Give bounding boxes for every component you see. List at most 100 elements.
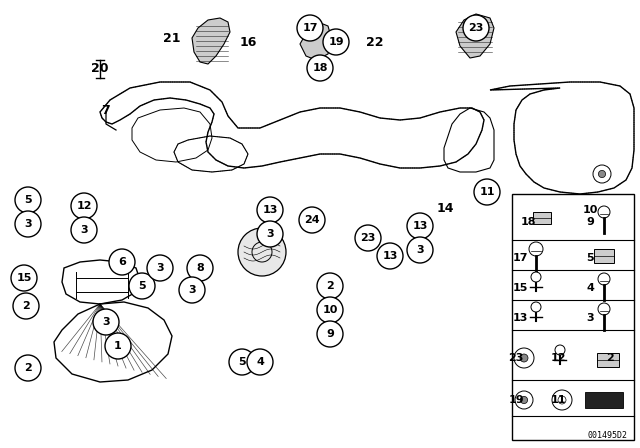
Text: 3: 3 [416, 245, 424, 255]
Circle shape [299, 207, 325, 233]
Text: 8: 8 [196, 263, 204, 273]
Circle shape [147, 255, 173, 281]
Text: 19: 19 [328, 37, 344, 47]
Text: 2: 2 [22, 301, 30, 311]
Circle shape [105, 333, 131, 359]
Text: 2: 2 [24, 363, 32, 373]
Bar [512, 194, 634, 440]
Text: 6: 6 [118, 257, 126, 267]
Text: 18: 18 [520, 217, 536, 227]
Text: 5: 5 [138, 281, 146, 291]
Text: 9: 9 [326, 329, 334, 339]
Circle shape [593, 165, 611, 183]
Circle shape [317, 297, 343, 323]
Text: 5: 5 [238, 357, 246, 367]
Circle shape [598, 206, 610, 218]
Text: 12: 12 [76, 201, 92, 211]
Text: 13: 13 [262, 205, 278, 215]
Text: 10: 10 [323, 305, 338, 315]
Text: 17: 17 [512, 253, 528, 263]
Circle shape [555, 345, 565, 355]
Circle shape [520, 354, 528, 362]
Circle shape [377, 243, 403, 269]
Text: 2: 2 [326, 281, 334, 291]
Text: 3: 3 [156, 263, 164, 273]
Text: 14: 14 [436, 202, 454, 215]
Text: 23: 23 [360, 233, 376, 243]
Circle shape [238, 228, 286, 276]
Text: 3: 3 [80, 225, 88, 235]
Circle shape [71, 193, 97, 219]
Text: 13: 13 [512, 313, 528, 323]
Text: 13: 13 [382, 251, 397, 261]
Circle shape [323, 29, 349, 55]
Text: 19: 19 [508, 395, 524, 405]
Text: 10: 10 [582, 205, 598, 215]
Circle shape [552, 390, 572, 410]
Text: 24: 24 [304, 215, 320, 225]
Text: 15: 15 [512, 283, 528, 293]
Circle shape [474, 179, 500, 205]
Circle shape [257, 221, 283, 247]
Circle shape [407, 213, 433, 239]
Polygon shape [192, 18, 230, 64]
Text: 3: 3 [24, 219, 32, 229]
Text: 4: 4 [586, 283, 594, 293]
Text: 3: 3 [266, 229, 274, 239]
Text: 5: 5 [586, 253, 594, 263]
Circle shape [129, 273, 155, 299]
Circle shape [317, 321, 343, 347]
Circle shape [109, 249, 135, 275]
Polygon shape [456, 14, 494, 58]
Text: 2: 2 [606, 353, 614, 363]
Bar [585, 392, 623, 408]
Text: 3: 3 [102, 317, 110, 327]
Circle shape [15, 355, 41, 381]
Circle shape [520, 396, 527, 404]
Text: 9: 9 [586, 217, 594, 227]
Circle shape [307, 55, 333, 81]
Text: 5: 5 [24, 195, 32, 205]
Circle shape [598, 170, 605, 177]
Circle shape [11, 265, 37, 291]
Circle shape [187, 255, 213, 281]
Bar [594, 249, 614, 263]
Circle shape [514, 348, 534, 368]
Text: 001495D2: 001495D2 [588, 431, 628, 440]
Circle shape [15, 211, 41, 237]
Circle shape [531, 272, 541, 282]
Circle shape [15, 187, 41, 213]
Text: 23: 23 [508, 353, 524, 363]
Text: 21: 21 [163, 31, 180, 44]
Text: 3: 3 [586, 313, 594, 323]
Circle shape [598, 303, 610, 315]
Bar [597, 353, 619, 367]
Circle shape [355, 225, 381, 251]
Circle shape [598, 273, 610, 285]
Text: 11: 11 [550, 395, 566, 405]
Text: 22: 22 [366, 35, 384, 48]
Text: 4: 4 [256, 357, 264, 367]
Text: 7: 7 [102, 103, 110, 116]
Text: 20: 20 [92, 61, 109, 74]
Text: 12: 12 [550, 353, 566, 363]
Circle shape [13, 293, 39, 319]
Circle shape [71, 217, 97, 243]
Text: 15: 15 [16, 273, 32, 283]
Circle shape [297, 15, 323, 41]
Circle shape [407, 237, 433, 263]
Text: 13: 13 [412, 221, 428, 231]
Circle shape [515, 391, 533, 409]
Circle shape [531, 302, 541, 312]
Text: 3: 3 [188, 285, 196, 295]
Circle shape [179, 277, 205, 303]
Circle shape [229, 349, 255, 375]
Text: 17: 17 [302, 23, 317, 33]
Text: 11: 11 [479, 187, 495, 197]
Text: 1: 1 [114, 341, 122, 351]
Circle shape [463, 15, 489, 41]
Text: 23: 23 [468, 23, 484, 33]
Circle shape [257, 197, 283, 223]
Text: 18: 18 [312, 63, 328, 73]
Polygon shape [300, 22, 332, 60]
